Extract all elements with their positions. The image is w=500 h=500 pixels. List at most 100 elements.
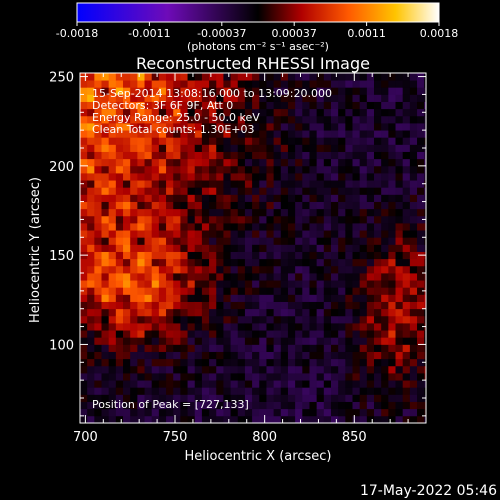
heatmap-cell bbox=[194, 308, 203, 317]
heatmap-cell bbox=[395, 265, 404, 274]
heatmap-cell bbox=[352, 73, 361, 81]
heatmap-cell bbox=[80, 373, 88, 381]
heatmap-cell bbox=[409, 380, 418, 388]
heatmap-cell bbox=[359, 123, 368, 131]
heatmap-cell bbox=[173, 130, 181, 138]
heatmap-cell bbox=[259, 165, 267, 174]
heatmap-cell bbox=[87, 323, 95, 331]
heatmap-cell bbox=[388, 294, 396, 302]
heatmap-cell bbox=[287, 308, 296, 317]
heatmap-cell bbox=[137, 115, 145, 124]
heatmap-cell bbox=[352, 280, 361, 288]
heatmap-cell bbox=[302, 358, 310, 367]
heatmap-cell bbox=[158, 223, 167, 231]
heatmap-cell bbox=[273, 394, 282, 402]
heatmap-cell bbox=[108, 351, 117, 360]
heatmap-cell bbox=[137, 230, 145, 238]
heatmap-cell bbox=[366, 401, 375, 410]
heatmap-cell bbox=[108, 215, 117, 224]
heatmap-cell bbox=[280, 273, 289, 281]
heatmap-cell bbox=[352, 265, 361, 274]
heatmap-cell bbox=[316, 151, 325, 160]
heatmap-cell bbox=[158, 215, 167, 224]
heatmap-cell bbox=[87, 251, 95, 260]
heatmap-cell bbox=[166, 394, 174, 402]
heatmap-cell bbox=[259, 273, 267, 281]
heatmap-cell bbox=[374, 208, 382, 217]
heatmap-cell bbox=[137, 401, 145, 410]
heatmap-cell bbox=[123, 265, 131, 274]
heatmap-cell bbox=[323, 408, 332, 417]
heatmap-cell bbox=[194, 173, 203, 181]
heatmap-cell bbox=[194, 230, 203, 238]
heatmap-cell bbox=[316, 408, 325, 417]
heatmap-cell bbox=[137, 280, 145, 288]
heatmap-cell bbox=[209, 94, 217, 102]
heatmap-cell bbox=[417, 387, 425, 395]
heatmap-cell bbox=[338, 115, 346, 124]
heatmap-cell bbox=[338, 108, 346, 117]
heatmap-cell bbox=[352, 201, 361, 210]
heatmap-cell bbox=[230, 315, 239, 324]
heatmap-cell bbox=[323, 194, 332, 202]
heatmap-cell bbox=[259, 215, 267, 224]
heatmap-cell bbox=[323, 123, 332, 131]
heatmap-cell bbox=[137, 123, 145, 131]
heatmap-cell bbox=[374, 158, 382, 167]
heatmap-cell bbox=[259, 280, 267, 288]
heatmap-cell bbox=[259, 315, 267, 324]
heatmap-cell bbox=[266, 373, 275, 381]
heatmap-cell bbox=[323, 208, 332, 217]
heatmap-cell bbox=[366, 294, 375, 302]
heatmap-cell bbox=[302, 237, 310, 245]
heatmap-cell bbox=[309, 258, 318, 267]
heatmap-cell bbox=[151, 258, 160, 267]
heatmap-cell bbox=[123, 215, 131, 224]
heatmap-cell bbox=[266, 201, 275, 210]
heatmap-cell bbox=[237, 80, 246, 88]
heatmap-cell bbox=[309, 158, 318, 167]
heatmap-cell bbox=[259, 80, 267, 88]
heatmap-cell bbox=[123, 358, 131, 367]
heatmap-cell bbox=[137, 287, 145, 295]
heatmap-cell bbox=[201, 280, 210, 288]
heatmap-cell bbox=[87, 408, 95, 417]
heatmap-cell bbox=[252, 265, 260, 274]
heatmap-cell bbox=[209, 315, 217, 324]
heatmap-cell bbox=[273, 173, 282, 181]
annotation-peak: Position of Peak = [727,133] bbox=[92, 398, 249, 411]
heatmap-cell bbox=[280, 73, 289, 81]
heatmap-cell bbox=[345, 237, 353, 245]
heatmap-cell bbox=[295, 115, 303, 124]
heatmap-cell bbox=[187, 273, 196, 281]
heatmap-cell bbox=[287, 73, 296, 81]
heatmap-cell bbox=[216, 80, 224, 88]
annotation-counts: Clean Total counts: 1.30E+03 bbox=[92, 123, 255, 136]
heatmap-cell bbox=[87, 137, 95, 145]
heatmap-cell bbox=[273, 308, 282, 317]
heatmap-cell bbox=[302, 294, 310, 302]
heatmap-cell bbox=[352, 315, 361, 324]
heatmap-cell bbox=[259, 323, 267, 331]
heatmap-cell bbox=[316, 401, 325, 410]
heatmap-cell bbox=[230, 108, 239, 117]
heatmap-cell bbox=[223, 80, 231, 88]
heatmap-cell bbox=[309, 387, 318, 395]
heatmap-cell bbox=[130, 380, 138, 388]
heatmap-cell bbox=[94, 108, 102, 117]
heatmap-cell bbox=[209, 137, 217, 145]
heatmap-cell bbox=[266, 330, 275, 338]
heatmap-cell bbox=[166, 415, 174, 423]
heatmap-cell bbox=[115, 308, 124, 317]
heatmap-cell bbox=[338, 223, 346, 231]
heatmap-cell bbox=[180, 301, 188, 310]
heatmap-cell bbox=[223, 215, 231, 224]
heatmap-cell bbox=[323, 108, 332, 117]
heatmap-cell bbox=[115, 280, 124, 288]
heatmap-cell bbox=[115, 294, 124, 302]
heatmap-cell bbox=[280, 87, 289, 95]
heatmap-cell bbox=[108, 151, 117, 160]
heatmap-cell bbox=[223, 144, 231, 152]
heatmap-cell bbox=[395, 408, 404, 417]
heatmap-cell bbox=[309, 373, 318, 381]
